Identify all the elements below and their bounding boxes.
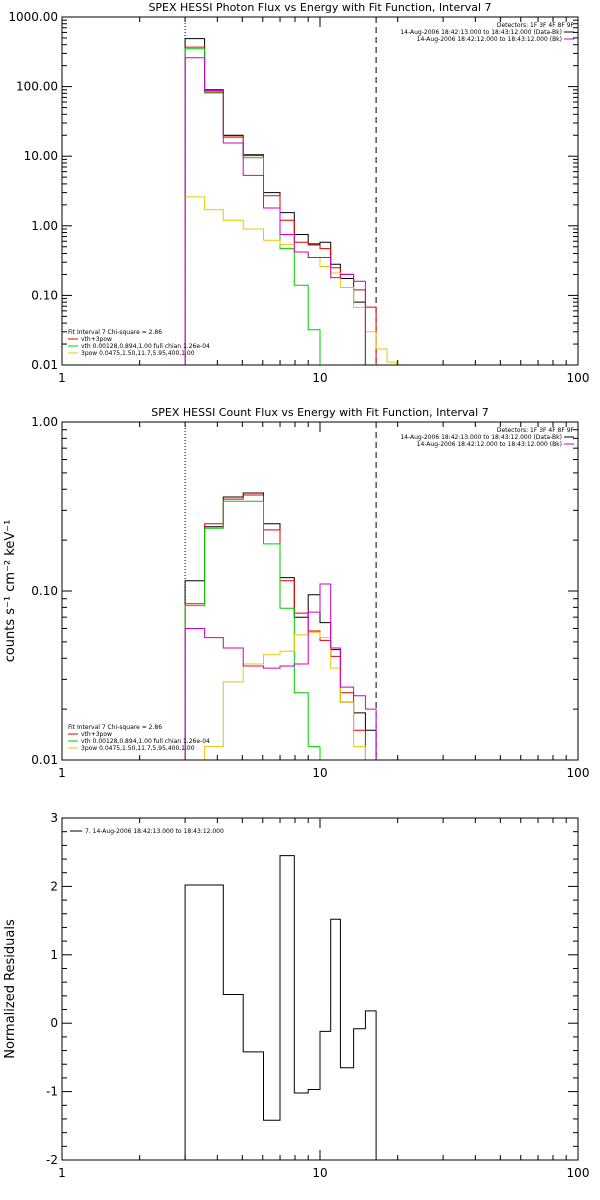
x-tick-label: 1 — [58, 766, 66, 780]
x-tick-label: 1 — [58, 1166, 66, 1180]
series-data-bk-line — [184, 492, 377, 760]
y-tick-label: 10.00 — [24, 149, 58, 163]
y-tick-label: 0.10 — [31, 288, 58, 302]
y-tick-label: 100.00 — [16, 80, 58, 94]
fit-interval-text: Fit Interval 7 Chi-square = 2.86 — [68, 724, 162, 731]
x-tick-label: 100 — [567, 1166, 590, 1180]
y-tick-label: -2 — [46, 1153, 58, 1167]
y-tick-label: 0 — [50, 1016, 58, 1030]
legend-vth-text: vth 0.00128,0.894,1.00 full chian 1.26e-… — [81, 343, 210, 350]
legend-total-text: vth+3pow — [81, 731, 112, 738]
plot-frame — [61, 817, 579, 1161]
legend-residual-text: 7. 14-Aug-2006 18:42:13.000 to 18:43:12.… — [85, 828, 224, 835]
residuals-panel: Normalized Residuals 1 10 100 -2 -1 0 1 2 3 7. 14-… — [3, 811, 589, 1180]
x-tick-label: 100 — [567, 766, 590, 780]
legend-detectors-text: Detectors: 1F 3F 4F 8F 9F — [497, 427, 575, 434]
legend-data-interval-text: 14-Aug-2006 18:42:13.000 to 18:43:12.000… — [400, 434, 562, 441]
x-tick-label: 10 — [312, 766, 327, 780]
y-tick-label: -1 — [46, 1085, 58, 1099]
y-tick-label: 0.01 — [31, 358, 58, 372]
series-3pow-line — [185, 631, 377, 761]
series-bk-line — [184, 57, 377, 366]
series-bk-line — [184, 583, 377, 760]
series-vth-3pow-line — [184, 46, 377, 365]
fit-interval-text: Fit Interval 7 Chi-square = 2.86 — [68, 329, 162, 336]
y-tick-label: 1.00 — [31, 415, 58, 429]
chart-title: SPEX HESSI Count Flux vs Energy with Fit… — [151, 406, 488, 419]
y-axis-label: Normalized Residuals — [3, 919, 18, 1059]
count-flux-panel: SPEX HESSI Count Flux vs Energy with Fit… — [3, 406, 589, 780]
series-vth-3pow-line — [184, 494, 366, 760]
photon-flux-panel: SPEX HESSI Photon Flux vs Energy with Fi… — [8, 1, 589, 385]
legend-detectors-text: Detectors: 1F 3F 4F 8F 9F — [497, 22, 575, 29]
plot-frame — [61, 421, 579, 761]
y-tick-label: 0.10 — [31, 584, 58, 598]
y-tick-label: 3 — [50, 811, 58, 825]
y-axis-label: counts s⁻¹ cm⁻² keV⁻¹ — [3, 520, 18, 663]
series-vth-line — [184, 48, 331, 366]
x-tick-label: 10 — [312, 371, 327, 385]
y-tick-label: 0.01 — [31, 753, 58, 767]
legend-pow-text: 3pow 0.0475,1.50,11.7,5.95,400,1.00 — [81, 350, 195, 357]
y-tick-label: 1000.00 — [8, 10, 58, 24]
y-tick-label: 1 — [50, 948, 58, 962]
series-data-bk-line — [184, 38, 366, 365]
series-3pow-line — [184, 196, 406, 366]
series-vth-line — [184, 500, 331, 761]
series-residuals-line — [184, 855, 377, 1160]
legend-vth-text: vth 0.00128,0.894,1.00 full chian 1.26e-… — [81, 738, 210, 745]
chart-title: SPEX HESSI Photon Flux vs Energy with Fi… — [148, 1, 491, 14]
y-tick-label: 1.00 — [31, 219, 58, 233]
legend-bk-interval-text: 14-Aug-2006 18:42:12.000 to 18:43:12.000… — [417, 441, 562, 448]
y-tick-label: 2 — [50, 879, 58, 893]
legend-bk-interval-text: 14-Aug-2006 18:42:12.000 to 18:43:12.000… — [417, 36, 562, 43]
legend-pow-text: 3pow 0.0475,1.50,11.7,5.95,400,1.00 — [81, 745, 195, 752]
x-tick-label: 1 — [58, 371, 66, 385]
x-tick-label: 10 — [312, 1166, 327, 1180]
legend-data-interval-text: 14-Aug-2006 18:42:13.000 to 18:43:12.000… — [400, 29, 562, 36]
plot-frame — [61, 16, 579, 366]
legend-total-text: vth+3pow — [81, 336, 112, 343]
x-tick-label: 100 — [567, 371, 590, 385]
